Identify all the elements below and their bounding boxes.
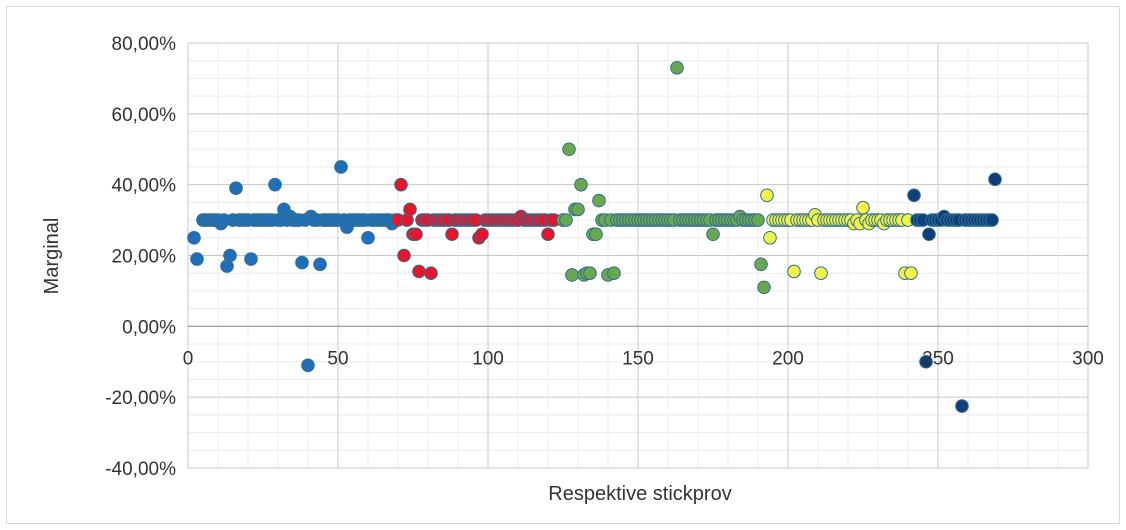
y-tick-label: 40,00% — [112, 176, 177, 197]
data-point — [403, 202, 417, 217]
y-tick-label: 20,00% — [112, 247, 177, 268]
data-point — [187, 230, 201, 245]
data-point — [706, 227, 720, 242]
data-point — [814, 266, 828, 281]
major-gridlines — [187, 42, 1089, 469]
data-point — [394, 177, 408, 192]
x-tick-label: 200 — [772, 348, 804, 369]
data-point — [244, 252, 258, 266]
data-point — [409, 227, 423, 242]
data-point — [541, 227, 555, 242]
data-point — [589, 227, 603, 242]
data-point — [988, 172, 1002, 187]
data-points — [187, 60, 1002, 413]
data-point — [751, 213, 765, 227]
data-point — [904, 266, 918, 281]
data-point — [229, 181, 243, 196]
y-tick-label: -20,00% — [105, 388, 176, 409]
x-tick-label: 100 — [472, 348, 504, 369]
data-point — [334, 160, 348, 174]
data-point — [397, 248, 411, 263]
y-tick-label: 80,00% — [112, 34, 177, 55]
data-point — [301, 358, 315, 373]
data-point — [295, 255, 309, 270]
data-point — [223, 248, 237, 263]
data-point — [919, 354, 933, 369]
data-point — [412, 264, 426, 279]
x-tick-label: 300 — [1072, 348, 1104, 369]
data-point — [268, 177, 282, 192]
data-point — [424, 266, 438, 281]
data-point — [583, 266, 597, 281]
data-point — [922, 227, 936, 242]
data-point — [313, 257, 327, 272]
data-point — [571, 202, 585, 217]
y-tick-label: 0,00% — [122, 317, 176, 338]
y-axis-title: Marginal — [41, 218, 63, 295]
data-point — [757, 280, 771, 295]
x-tick-label: 0 — [183, 348, 194, 369]
data-point — [592, 193, 606, 208]
y-tick-label: -40,00% — [105, 459, 176, 480]
data-point — [787, 264, 801, 279]
data-point — [760, 188, 774, 203]
data-point — [754, 257, 768, 272]
data-point — [607, 266, 621, 281]
data-point — [559, 213, 573, 227]
data-point — [361, 230, 375, 245]
data-point — [445, 227, 459, 242]
x-axis-title: Respektive stickprov — [548, 483, 731, 505]
data-point — [562, 142, 576, 157]
x-tick-label: 250 — [922, 348, 954, 369]
data-point — [475, 227, 489, 242]
x-tick-label: 50 — [327, 348, 348, 369]
y-tick-label: 60,00% — [112, 105, 177, 126]
data-point — [763, 230, 777, 245]
data-point — [565, 268, 579, 282]
tick-labels: 0 50 100 150 200 250 300 80,00% 60,00% 40,00% 20,0… — [105, 34, 1104, 480]
data-point — [955, 399, 969, 413]
x-tick-label: 150 — [622, 348, 654, 369]
data-point — [670, 60, 684, 75]
data-point — [190, 252, 204, 266]
data-point — [907, 188, 921, 203]
data-point — [985, 213, 999, 227]
data-point — [856, 200, 870, 215]
data-point — [574, 177, 588, 192]
chart-frame — [6, 6, 1120, 524]
